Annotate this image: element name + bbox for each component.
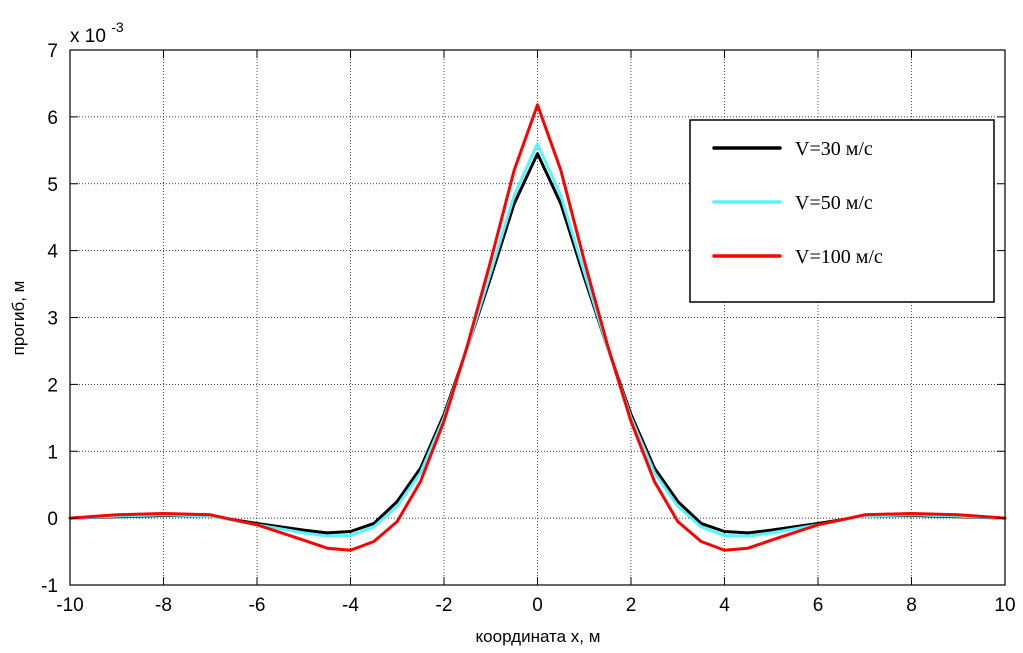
y-exponent-prefix: x 10 (70, 26, 106, 47)
y-tick-label: 1 (47, 442, 58, 463)
x-tick-label: 8 (906, 595, 917, 616)
legend-label-2: V=50 м/с (795, 192, 873, 214)
x-tick-label: -2 (436, 595, 453, 616)
y-exponent-power: -3 (111, 19, 124, 35)
x-tick-label: 0 (532, 595, 543, 616)
x-axis-label: координата x, м (476, 627, 601, 646)
x-tick-label: -8 (155, 595, 172, 616)
legend-label-3: V=100 м/с (795, 246, 883, 268)
legend: V=30 м/с V=50 м/с V=100 м/с (690, 120, 994, 302)
x-tick-label: 6 (813, 595, 824, 616)
y-tick-label: 3 (47, 309, 58, 330)
x-tick-label: -10 (56, 595, 83, 616)
y-tick-label: 0 (47, 509, 58, 530)
x-tick-label: -6 (249, 595, 266, 616)
legend-label-1: V=30 м/с (795, 138, 873, 160)
y-tick-label: 5 (47, 175, 58, 196)
y-tick-label: 4 (47, 242, 58, 263)
y-tick-label: 7 (47, 41, 58, 62)
y-tick-label: -1 (41, 576, 58, 597)
x-tick-label: -4 (342, 595, 359, 616)
x-tick-label: 2 (626, 595, 637, 616)
y-tick-label: 2 (47, 375, 58, 396)
y-axis-label: прогиб, м (9, 281, 28, 356)
y-tick-label: 6 (47, 108, 58, 129)
x-tick-label: 10 (994, 595, 1015, 616)
x-tick-label: 4 (719, 595, 730, 616)
